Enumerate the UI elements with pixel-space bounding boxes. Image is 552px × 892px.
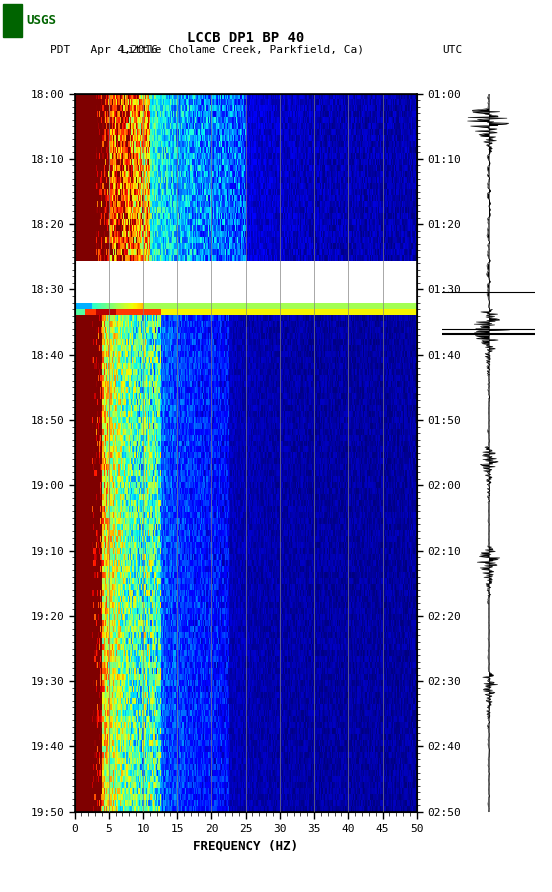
Text: Little Cholame Creek, Parkfield, Ca): Little Cholame Creek, Parkfield, Ca) <box>121 45 364 54</box>
Text: PDT   Apr 4,2016: PDT Apr 4,2016 <box>50 45 158 54</box>
Text: UTC: UTC <box>443 45 463 54</box>
X-axis label: FREQUENCY (HZ): FREQUENCY (HZ) <box>193 839 298 852</box>
Bar <box>3 4 22 37</box>
Text: LCCB DP1 BP 40: LCCB DP1 BP 40 <box>187 31 304 45</box>
Text: USGS: USGS <box>26 14 56 27</box>
